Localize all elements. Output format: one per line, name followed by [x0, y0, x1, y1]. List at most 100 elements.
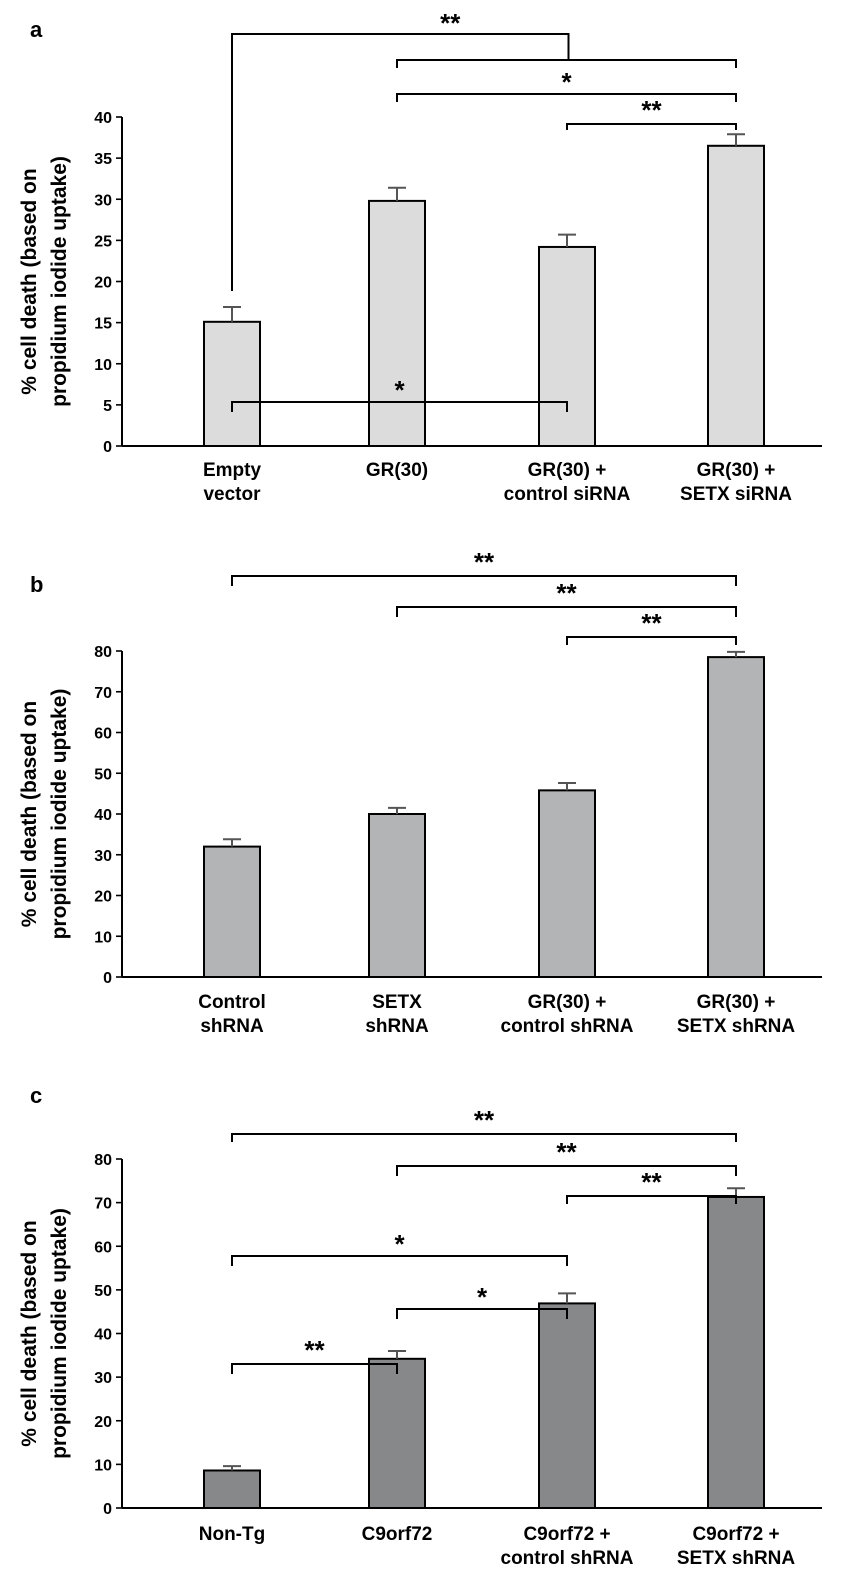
y-axis-label: propidium iodide uptake) — [48, 689, 71, 940]
y-axis-label: propidium iodide uptake) — [48, 1208, 71, 1459]
y-tick-label: 80 — [94, 1152, 112, 1169]
x-tick-label: GR(30) + — [697, 460, 776, 481]
significance-bracket — [231, 575, 737, 586]
y-tick-label: 10 — [94, 357, 112, 374]
y-tick-label: 70 — [94, 1196, 112, 1213]
panel-letter: b — [30, 572, 43, 597]
significance-bracket — [231, 1363, 398, 1374]
bar — [203, 845, 261, 978]
bar — [203, 320, 261, 447]
y-tick-label: 60 — [94, 1239, 112, 1256]
x-tick-label: C9orf72 + — [523, 1524, 610, 1545]
significance-bracket — [396, 93, 737, 102]
significance-bracket — [231, 1255, 568, 1266]
y-tick-label: 25 — [94, 233, 112, 250]
panel-letter: a — [30, 17, 43, 42]
significance-bracket — [566, 1195, 737, 1204]
bar — [538, 789, 596, 978]
x-tick-label: SETX siRNA — [680, 484, 792, 505]
x-tick-label: Non-Tg — [199, 1524, 265, 1545]
significance-bracket — [231, 1133, 737, 1142]
significance-label: ** — [304, 1335, 325, 1365]
y-tick-label: 50 — [94, 1283, 112, 1300]
significance-label: ** — [641, 608, 662, 638]
significance-label: * — [561, 67, 572, 97]
y-tick-label: 15 — [94, 316, 112, 333]
significance-label: ** — [440, 8, 461, 38]
x-tick-label: C9orf72 — [362, 1524, 433, 1545]
significance-label: ** — [556, 1137, 577, 1167]
chart-panel-c: c % cell death (based on propidium iodide … — [18, 1083, 822, 1569]
chart-panel-b: b % cell death (based on propidium iodide … — [18, 375, 822, 1037]
x-tick-label: control shRNA — [501, 1016, 634, 1037]
bar — [368, 813, 426, 978]
significance-bracket — [396, 1308, 568, 1319]
x-tick-label: control siRNA — [504, 484, 631, 505]
significance-bracket — [566, 636, 737, 645]
significance-bracket — [231, 33, 570, 291]
significance-label: ** — [474, 547, 495, 577]
x-tick-label: GR(30) + — [528, 992, 607, 1013]
significance-bracket — [396, 1165, 737, 1176]
y-tick-label: 20 — [94, 889, 112, 906]
y-tick-label: 20 — [94, 275, 112, 292]
x-tick-label: Control — [198, 992, 266, 1013]
x-tick-label: control shRNA — [501, 1548, 634, 1569]
x-tick-label: Empty — [203, 460, 262, 481]
bar — [538, 245, 596, 447]
x-tick-label: shRNA — [365, 1016, 429, 1037]
bar — [368, 1357, 426, 1509]
x-tick-label: GR(30) + — [528, 460, 607, 481]
y-tick-label: 0 — [103, 1501, 112, 1518]
x-tick-label: GR(30) + — [697, 992, 776, 1013]
significance-label: ** — [641, 1167, 662, 1197]
x-tick-label: shRNA — [200, 1016, 264, 1037]
y-tick-label: 35 — [94, 151, 112, 168]
bar — [538, 1302, 596, 1510]
y-tick-label: 40 — [94, 1327, 112, 1344]
y-tick-label: 30 — [94, 848, 112, 865]
y-tick-label: 70 — [94, 685, 112, 702]
chart-panel-a: a % cell death (based on propidium iodide … — [18, 8, 822, 505]
significance-label: * — [477, 1282, 488, 1312]
x-tick-label: C9orf72 + — [692, 1524, 779, 1545]
y-axis-label: % cell death (based on — [18, 168, 41, 394]
significance-bracket — [396, 59, 737, 68]
significance-label: ** — [556, 578, 577, 608]
y-tick-label: 10 — [94, 1457, 112, 1474]
y-tick-label: 30 — [94, 1370, 112, 1387]
y-tick-label: 10 — [94, 929, 112, 946]
y-tick-label: 40 — [94, 807, 112, 824]
significance-bracket — [566, 123, 737, 130]
x-tick-label: SETX shRNA — [677, 1548, 796, 1569]
x-tick-label: SETX — [372, 992, 422, 1013]
y-tick-label: 0 — [103, 439, 112, 456]
bar — [707, 1195, 765, 1509]
bar — [707, 656, 765, 978]
x-tick-label: GR(30) — [366, 460, 428, 481]
significance-label: ** — [474, 1105, 495, 1135]
y-tick-label: 40 — [94, 110, 112, 127]
bar — [203, 1469, 261, 1510]
significance-label: * — [394, 1229, 405, 1259]
x-tick-label: SETX shRNA — [677, 1016, 796, 1037]
y-axis-label: propidium iodide uptake) — [48, 156, 71, 407]
y-tick-label: 5 — [103, 398, 112, 415]
x-tick-label: vector — [203, 484, 261, 505]
panel-letter: c — [30, 1083, 42, 1108]
y-tick-label: 80 — [94, 644, 112, 661]
significance-bracket — [396, 606, 737, 617]
bar — [707, 144, 765, 447]
significance-label: * — [394, 375, 405, 405]
y-tick-label: 50 — [94, 766, 112, 783]
y-axis-label: % cell death (based on — [18, 1220, 41, 1446]
y-tick-label: 30 — [94, 192, 112, 209]
significance-bracket — [231, 401, 568, 412]
y-axis-label: % cell death (based on — [18, 701, 41, 927]
y-tick-label: 20 — [94, 1414, 112, 1431]
significance-label: ** — [641, 95, 662, 125]
y-tick-label: 60 — [94, 726, 112, 743]
y-tick-label: 0 — [103, 970, 112, 987]
bar — [368, 199, 426, 447]
